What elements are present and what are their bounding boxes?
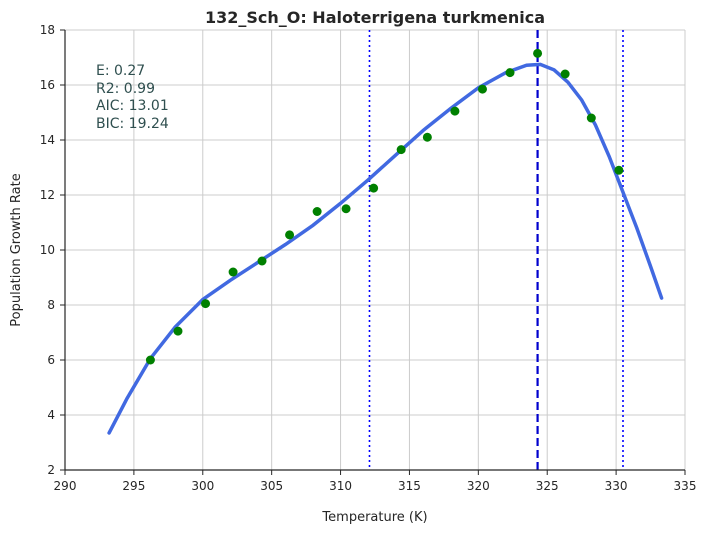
y-tick-label: 14 xyxy=(40,133,55,147)
x-tick-label: 305 xyxy=(260,479,283,493)
data-points xyxy=(145,48,624,365)
grid xyxy=(65,29,686,470)
y-tick-label: 10 xyxy=(40,243,55,257)
x-tick-label: 325 xyxy=(536,479,559,493)
data-point xyxy=(396,145,406,155)
x-tick-labels: 290 295 300 305 310 315 320 325 330 335 xyxy=(54,479,697,493)
data-point xyxy=(505,68,515,78)
data-point xyxy=(560,69,570,79)
data-point xyxy=(145,355,155,365)
data-point xyxy=(257,256,267,266)
axes xyxy=(60,29,686,475)
data-point xyxy=(533,48,543,58)
stat-bic: BIC: 19.24 xyxy=(96,116,169,132)
data-point xyxy=(173,326,183,336)
stat-e: E: 0.27 xyxy=(96,63,145,79)
data-point xyxy=(369,183,379,193)
chart-title: 132_Sch_O: Haloterrigena turkmenica xyxy=(205,8,545,27)
y-tick-label: 16 xyxy=(40,78,55,92)
x-tick-label: 295 xyxy=(122,479,145,493)
x-tick-label: 335 xyxy=(674,479,697,493)
x-tick-label: 315 xyxy=(398,479,421,493)
y-tick-labels: 2 4 6 8 10 12 14 16 18 xyxy=(40,23,55,477)
x-tick-label: 320 xyxy=(467,479,490,493)
data-point xyxy=(614,165,624,175)
data-point xyxy=(477,84,487,94)
reference-lines xyxy=(368,30,624,470)
stat-r2: R2: 0.99 xyxy=(96,81,155,97)
y-tick-label: 2 xyxy=(47,463,55,477)
y-tick-label: 18 xyxy=(40,23,55,37)
data-point xyxy=(422,132,432,142)
data-point xyxy=(228,267,238,277)
y-tick-label: 8 xyxy=(47,298,55,312)
data-point xyxy=(285,230,295,240)
data-point xyxy=(201,299,211,309)
fit-curve xyxy=(107,62,664,435)
x-tick-label: 330 xyxy=(605,479,628,493)
x-tick-label: 310 xyxy=(329,479,352,493)
y-tick-label: 4 xyxy=(47,408,55,422)
data-point xyxy=(312,207,322,216)
data-point xyxy=(450,106,460,116)
y-tick-label: 6 xyxy=(47,353,55,367)
x-tick-label: 290 xyxy=(54,479,77,493)
stat-aic: AIC: 13.01 xyxy=(96,98,169,114)
data-point xyxy=(341,204,351,214)
fit-stats: E: 0.27 R2: 0.99 AIC: 13.01 BIC: 19.24 xyxy=(96,63,169,132)
data-point xyxy=(586,113,596,123)
x-axis-label: Temperature (K) xyxy=(321,510,427,525)
y-tick-label: 12 xyxy=(40,188,55,202)
y-axis-label: Population Growth Rate xyxy=(9,173,24,326)
x-tick-label: 300 xyxy=(191,479,214,493)
